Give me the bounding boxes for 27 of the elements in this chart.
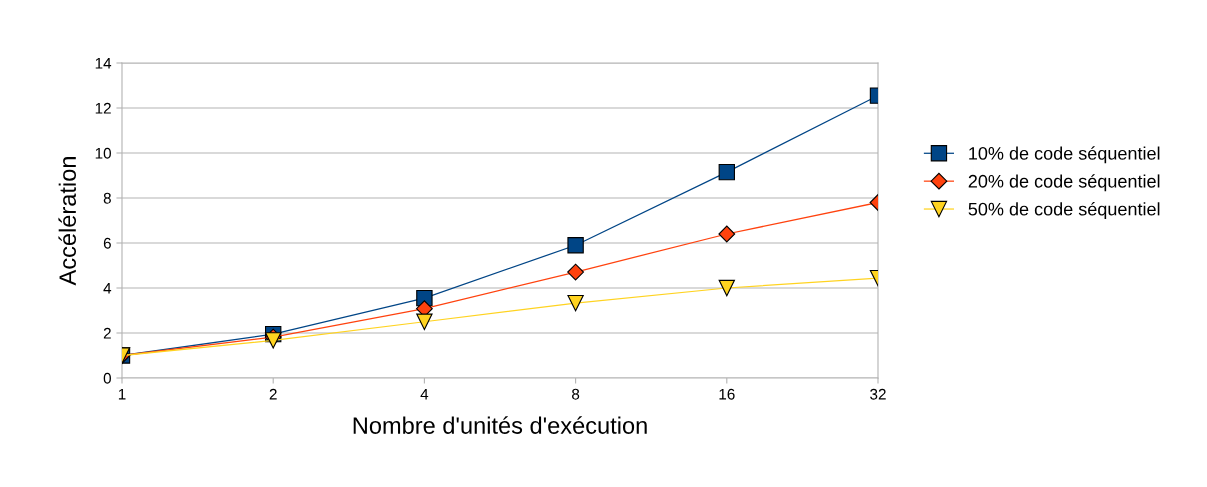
legend-label: 20% de code séquentiel bbox=[968, 174, 1160, 192]
point bbox=[416, 313, 433, 330]
y-tick-label: 10 bbox=[95, 147, 111, 159]
y-tick-label: 12 bbox=[95, 102, 111, 114]
y-axis-title: Accélération bbox=[58, 157, 77, 286]
x-axis-title: Nombre d'unités d'exécution bbox=[353, 416, 647, 434]
legend-label: 10% de code séquentiel bbox=[969, 146, 1160, 164]
point bbox=[718, 225, 736, 243]
y-tick-label: 0 bbox=[103, 372, 111, 384]
point bbox=[567, 237, 584, 254]
x-tick-label: 8 bbox=[572, 388, 580, 400]
x-tick-label: 4 bbox=[420, 388, 429, 400]
x-tick-label: 1 bbox=[118, 388, 126, 400]
y-tick-label: 14 bbox=[95, 58, 112, 69]
x-tick-label: 2 bbox=[269, 388, 277, 400]
point bbox=[718, 163, 735, 181]
x-tick-label: 16 bbox=[719, 388, 735, 400]
y-tick-label: 6 bbox=[103, 237, 111, 249]
y-tick-label: 2 bbox=[103, 327, 111, 339]
point bbox=[718, 279, 735, 297]
legend-label: 50% de code séquentiel bbox=[968, 202, 1160, 220]
y-tick-label: 8 bbox=[103, 192, 111, 204]
point bbox=[567, 294, 584, 312]
point bbox=[567, 263, 585, 281]
x-tick-label: 32 bbox=[870, 388, 886, 400]
y-tick-label: 4 bbox=[103, 283, 112, 294]
point bbox=[265, 332, 282, 349]
